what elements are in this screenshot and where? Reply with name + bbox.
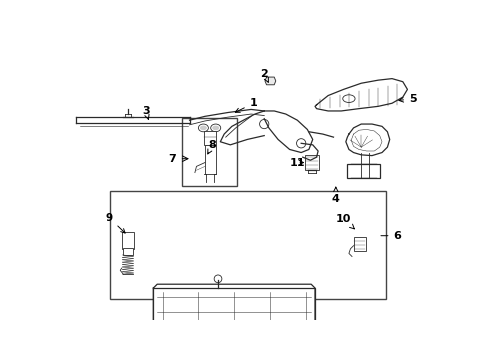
Text: 4: 4 [332, 187, 340, 204]
Bar [153, 288, 315, 350]
Bar [122, 232, 134, 249]
Text: 10: 10 [336, 214, 354, 229]
Bar [204, 131, 217, 145]
Text: 5: 5 [399, 94, 416, 104]
Text: 2: 2 [260, 69, 269, 82]
Text: 1: 1 [235, 98, 257, 112]
Text: 6: 6 [381, 231, 401, 241]
Text: 11: 11 [290, 158, 305, 167]
Text: 9: 9 [106, 213, 125, 233]
Bar [347, 164, 380, 178]
Bar [182, 118, 237, 186]
Ellipse shape [212, 126, 219, 130]
Bar [305, 155, 319, 170]
Bar [123, 248, 132, 255]
Text: 8: 8 [208, 140, 217, 154]
Bar [110, 191, 386, 299]
Ellipse shape [200, 126, 207, 130]
Bar [205, 145, 216, 174]
Bar [353, 237, 366, 251]
Text: 7: 7 [169, 154, 176, 164]
Polygon shape [265, 77, 276, 85]
Text: 3: 3 [142, 106, 149, 119]
